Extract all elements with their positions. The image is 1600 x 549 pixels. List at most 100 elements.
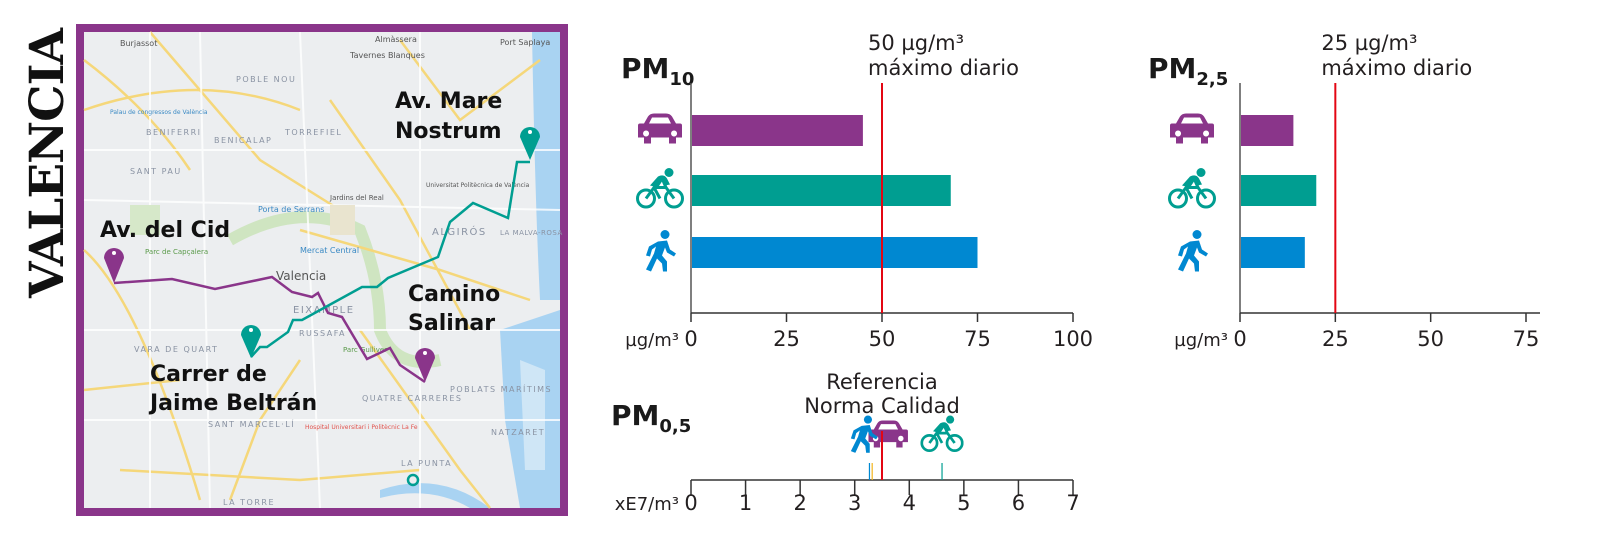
reference-caption: máximo diario — [1321, 56, 1472, 80]
bicycle-icon — [636, 167, 684, 209]
reference-caption: máximo diario — [868, 56, 1019, 80]
bar-walk — [692, 237, 978, 268]
place-label: Valencia — [276, 269, 326, 283]
location-label: Nostrum — [395, 119, 502, 144]
x-tick-label: 5 — [957, 491, 970, 515]
x-tick-label: 1 — [739, 491, 752, 515]
chart-title: PM10 — [621, 52, 694, 90]
district-label: LA TORRE — [223, 498, 275, 507]
location-label: Camino — [408, 282, 500, 307]
x-tick-label: 75 — [1513, 327, 1540, 351]
x-tick-label: 100 — [1053, 327, 1093, 351]
car-icon — [638, 113, 682, 144]
car-icon — [1170, 113, 1214, 144]
map[interactable]: POBLE NOU BENIFERRI BENICALAP TORREFIEL … — [76, 24, 568, 516]
x-tick-label: 50 — [1417, 327, 1444, 351]
x-tick-label: 50 — [869, 327, 896, 351]
place-label: Port Saplaya — [500, 38, 550, 47]
district-label: LA PUNTA — [401, 459, 452, 468]
city-title: VALENCIA — [20, 27, 75, 299]
title-subscript: 0,5 — [659, 416, 691, 437]
x-tick-label: 25 — [773, 327, 800, 351]
location-label: Jaime Beltrán — [148, 391, 317, 416]
title-main: PM — [621, 52, 669, 85]
unit-label: µg/m³ — [1174, 330, 1228, 351]
poi-label: Hospital Universitari i Politècnic La Fe — [305, 424, 418, 431]
location-label: Salinar — [408, 311, 495, 336]
chart-title: PM2,5 — [1148, 52, 1228, 90]
title-main: PM — [1148, 52, 1196, 85]
x-tick-label: 3 — [848, 491, 861, 515]
district-label: EIXAMPLE — [293, 305, 355, 316]
reference-label: Referencia — [826, 370, 938, 394]
x-tick-label: 7 — [1066, 491, 1079, 515]
pedestrian-icon — [1178, 230, 1208, 272]
district-label: ALGIRÓS — [432, 225, 487, 238]
location-label: Av. del Cid — [100, 218, 230, 243]
poi-label: Porta de Serrans — [258, 205, 324, 214]
map-features — [83, 31, 561, 509]
bar-bike — [692, 175, 951, 206]
pin-icon[interactable] — [104, 248, 124, 283]
district-label: POBLATS MARÍTIMS — [450, 383, 552, 394]
chart-title: PM0,5 — [611, 399, 691, 437]
district-label: TORREFIEL — [284, 128, 342, 137]
bar-walk — [1241, 237, 1305, 268]
place-label: Universitat Politècnica de València — [426, 182, 530, 189]
pin-icon[interactable] — [241, 325, 261, 358]
x-tick-label: 2 — [793, 491, 806, 515]
x-tick-label: 0 — [1233, 327, 1246, 351]
title-main: PM — [611, 399, 659, 432]
place-label: Almàssera — [375, 35, 417, 44]
map-marker-ring — [406, 473, 420, 487]
pedestrian-icon — [646, 230, 676, 272]
title-subscript: 10 — [669, 69, 694, 90]
unit-label: xE7/m³ — [615, 494, 679, 515]
poi-label: Parc de Capçalera — [145, 248, 208, 256]
x-tick-label: 4 — [903, 491, 916, 515]
map-labels: POBLE NOU BENIFERRI BENICALAP TORREFIEL … — [110, 35, 563, 507]
pin-icon[interactable] — [415, 348, 435, 382]
district-label: SANT MARCEL·LÍ — [208, 418, 295, 429]
bicycle-icon — [920, 415, 964, 452]
district-label: SANT PAU — [130, 167, 182, 176]
reference-value-label: 25 µg/m³ — [1321, 31, 1417, 55]
district-label: VARA DE QUART — [134, 345, 218, 354]
x-tick-label: 25 — [1322, 327, 1349, 351]
poi-label: Parc Gulliver — [343, 346, 387, 354]
unit-label: µg/m³ — [625, 330, 679, 351]
district-label: LA MALVA-ROSA — [500, 229, 563, 237]
x-tick-label: 6 — [1012, 491, 1025, 515]
map-background — [84, 32, 560, 508]
reference-value-label: 50 µg/m³ — [868, 31, 964, 55]
bar-car — [1241, 115, 1294, 146]
place-label: Jardins del Real — [329, 194, 384, 202]
bicycle-icon — [1168, 167, 1216, 209]
reference-label: Norma Calidad — [804, 394, 960, 418]
x-tick-label: 75 — [964, 327, 991, 351]
x-tick-label: 0 — [684, 491, 697, 515]
district-label: QUATRE CARRERES — [362, 394, 462, 403]
bar-bike — [1241, 175, 1317, 206]
poi-label: Palau de congressos de València — [110, 109, 208, 116]
route-car — [113, 275, 426, 384]
pin-icon[interactable] — [520, 127, 540, 160]
car-icon — [868, 420, 908, 448]
route-bike — [250, 160, 530, 358]
district-label: BENICALAP — [214, 136, 272, 145]
title-subscript: 2,5 — [1196, 69, 1228, 90]
location-label: Av. Mare — [395, 89, 502, 114]
place-label: Tavernes Blanques — [349, 51, 425, 60]
district-label: NATZARET — [491, 428, 545, 437]
district-label: BENIFERRI — [146, 128, 202, 137]
bar-car — [692, 115, 863, 146]
place-label: Burjassot — [120, 39, 157, 48]
poi-label: Mercat Central — [300, 246, 359, 255]
x-tick-label: 0 — [684, 327, 697, 351]
district-label: RUSSAFA — [299, 329, 346, 338]
